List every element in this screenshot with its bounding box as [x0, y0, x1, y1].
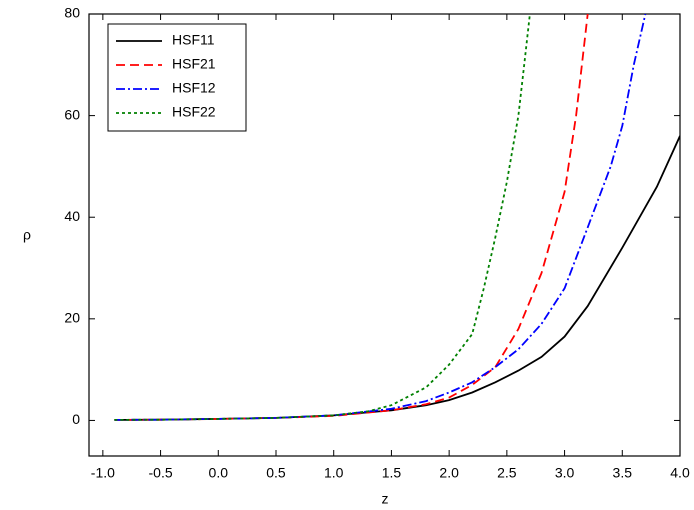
- x-tick-label: 2.0: [439, 465, 459, 481]
- y-tick-label: 60: [64, 106, 80, 122]
- legend-label: HSF22: [172, 104, 216, 120]
- y-tick-label: 40: [64, 208, 80, 224]
- y-tick-label: 80: [64, 5, 80, 21]
- x-tick-label: 3.0: [555, 465, 575, 481]
- x-tick-label: 4.0: [670, 465, 690, 481]
- x-tick-label: 2.5: [497, 465, 517, 481]
- x-tick-label: 3.5: [613, 465, 633, 481]
- series-line: [114, 14, 531, 421]
- plot-frame: [88, 13, 681, 457]
- x-tick-label: 0.5: [266, 465, 286, 481]
- y-tick-label: 20: [64, 310, 80, 326]
- x-tick-label: 0.0: [209, 465, 229, 481]
- plot-lines: [114, 14, 680, 421]
- legend-label: HSF21: [172, 56, 216, 72]
- legend-label: HSF11: [172, 32, 215, 48]
- legend-label: HSF12: [172, 80, 216, 96]
- x-tick-label: 1.0: [324, 465, 344, 481]
- y-axis-label: ρ: [23, 227, 31, 243]
- x-tick-label: -1.0: [91, 465, 115, 481]
- x-tick-label: -0.5: [149, 465, 173, 481]
- x-axis-label: z: [382, 491, 389, 507]
- series-line: [114, 14, 647, 421]
- x-tick-label: 1.5: [382, 465, 402, 481]
- y-tick-label: 0: [72, 411, 80, 427]
- series-line: [114, 14, 589, 421]
- series-line: [114, 135, 680, 421]
